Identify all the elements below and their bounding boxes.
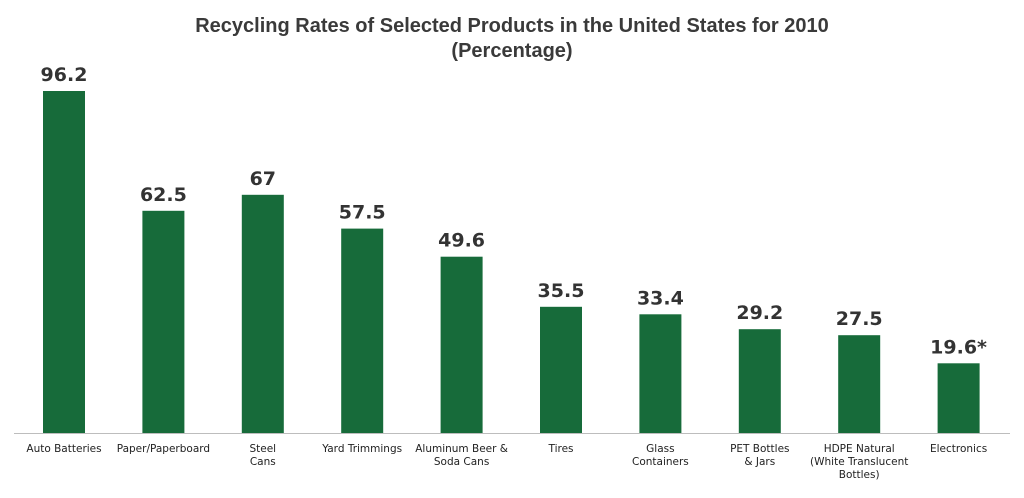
category-label: HDPE Natural (White Translucent Bottles) — [810, 443, 908, 481]
category-label: PET Bottles & Jars — [730, 443, 789, 468]
bar-value-label: 57.5 — [339, 202, 386, 224]
category-label-line: Bottles) — [839, 469, 880, 481]
bar-value-label: 35.5 — [538, 280, 585, 302]
category-label: Paper/Paperboard — [117, 443, 210, 455]
category-label: Auto Batteries — [26, 443, 101, 455]
bar-value-label: 67 — [250, 168, 276, 190]
category-label-line: Steel — [249, 443, 276, 455]
category-label: Glass Containers — [632, 443, 689, 468]
category-label-line: Cans — [250, 456, 276, 468]
category-label-line: Aluminum Beer & — [415, 443, 508, 455]
bar — [540, 306, 582, 433]
bar — [341, 228, 384, 433]
bar-value-label: 96.2 — [41, 64, 88, 86]
bar — [43, 91, 85, 433]
category-label-line: Electronics — [930, 443, 987, 455]
bar — [241, 194, 284, 433]
chart-title-line-2: (Percentage) — [451, 40, 573, 62]
bar — [142, 210, 185, 433]
category-label-line: Tires — [547, 443, 573, 455]
bar-value-label: 29.2 — [736, 302, 783, 324]
bar — [440, 256, 483, 433]
bar-value-label: 33.4 — [637, 287, 684, 309]
bar-value-label: 62.5 — [140, 184, 187, 206]
category-label-line: Containers — [632, 456, 689, 468]
category-label: Yard Trimmings — [321, 443, 402, 455]
bar — [639, 314, 682, 433]
category-label-line: & Jars — [744, 456, 775, 468]
category-label: Electronics — [930, 443, 987, 455]
category-label-line: HDPE Natural — [824, 443, 895, 455]
category-label-line: Glass — [646, 443, 674, 455]
category-label: Steel Cans — [249, 443, 276, 468]
bar — [838, 335, 881, 433]
bar — [738, 329, 781, 433]
category-label-line: Soda Cans — [434, 456, 489, 468]
category-label-line: (White Translucent — [810, 456, 908, 468]
chart-title-line-1: Recycling Rates of Selected Products in … — [195, 15, 829, 37]
chart-title: Recycling Rates of Selected Products in … — [0, 14, 1024, 64]
category-label-line: PET Bottles — [730, 443, 789, 455]
category-label: Tires — [547, 443, 573, 455]
bar-value-label: 27.5 — [836, 308, 883, 330]
category-label-line: Auto Batteries — [26, 443, 101, 455]
category-label-line: Yard Trimmings — [321, 443, 402, 455]
category-label-line: Paper/Paperboard — [117, 443, 210, 455]
category-label: Aluminum Beer & Soda Cans — [415, 443, 508, 468]
bar — [937, 363, 980, 433]
bar-value-label: 19.6* — [930, 336, 987, 358]
bar-value-label: 49.6 — [438, 230, 485, 252]
